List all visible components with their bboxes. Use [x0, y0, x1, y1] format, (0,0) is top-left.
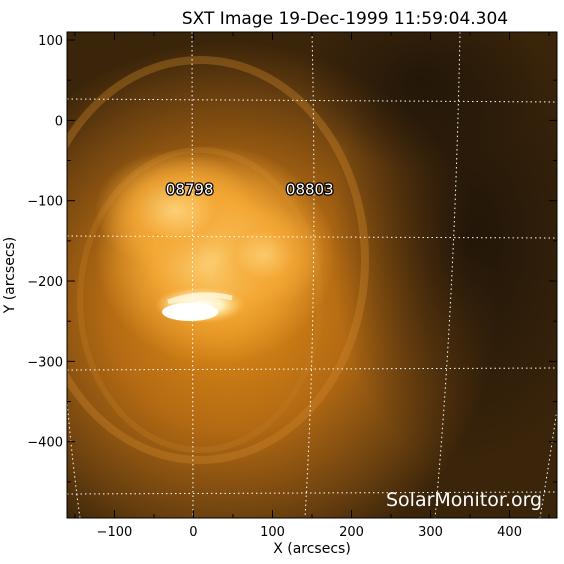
x-tick-label: −100	[97, 525, 133, 540]
y-tick-label: −200	[27, 275, 63, 290]
axes: −100 0 100 200 300 400 0 −100 −200 −300 −400 100	[27, 32, 557, 540]
x-tick-label: 0	[189, 525, 197, 540]
y-tick-label: −100	[27, 195, 63, 210]
y-tick-label-top: 100	[38, 34, 63, 49]
active-region-label: 08798	[166, 181, 214, 199]
x-tick-label: 100	[260, 525, 285, 540]
y-tick-label: −300	[27, 355, 63, 370]
active-region-label: 08803	[286, 181, 334, 199]
x-tick-label: 300	[418, 525, 443, 540]
y-axis-label: Y (arcsecs)	[2, 237, 18, 315]
watermark-text: SolarMonitor.org	[386, 489, 542, 511]
x-tick-label: 400	[497, 525, 522, 540]
figure-title: SXT Image 19-Dec-1999 11:59:04.304	[182, 9, 508, 29]
heliographic-grid	[67, 32, 557, 518]
solar-image	[67, 32, 557, 518]
active-region-labels: 08798 08803	[165, 179, 335, 200]
y-tick-label: 0	[55, 114, 63, 129]
x-axis-label: X (arcsecs)	[273, 541, 351, 557]
x-tick-label: 200	[339, 525, 364, 540]
y-tick-label: −400	[27, 436, 63, 451]
